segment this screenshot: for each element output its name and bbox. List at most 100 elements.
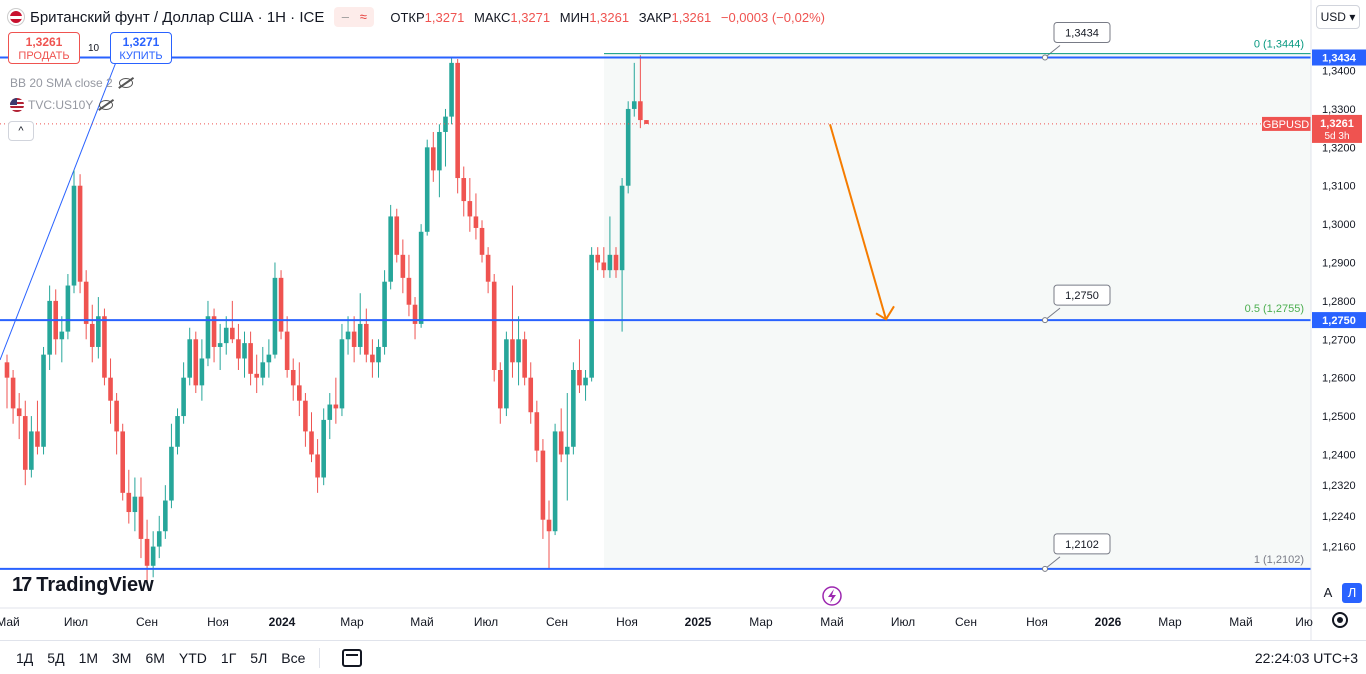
candle-body [345,331,351,340]
candle [497,362,503,424]
range-ytd-button[interactable]: YTD [178,649,207,666]
range-3m-button[interactable]: 3М [112,649,132,666]
candle-body [619,185,625,271]
clock[interactable]: 22:24:03 UTC+3 [1254,649,1358,666]
price-tick-label: 1,2160 [1322,542,1356,554]
time-tick-label: Ноя [1026,615,1048,629]
chart-legend: Британский фунт / Доллар США · 1Н · ICE … [8,6,831,28]
projection-arrow[interactable] [829,124,887,320]
candle [595,247,601,271]
range-5d-button[interactable]: 5Д [47,649,65,666]
candle-body [400,254,406,278]
candle-body [388,216,393,282]
candle [65,274,71,340]
candle [455,59,460,194]
candle-body [510,339,515,363]
buy-button[interactable]: 1,3271 КУПИТЬ [110,32,172,64]
calendar-icon[interactable] [342,648,363,667]
candle [266,339,272,378]
anchor-point[interactable] [1042,54,1048,61]
log-scale-button[interactable]: Л [1342,583,1362,603]
spread-value: 10 [88,43,100,54]
fib-level-label: 1 (1,2102) [1254,554,1304,566]
candle [77,174,83,294]
candle [71,170,77,294]
hidden-eye-icon[interactable] [99,100,114,110]
candle [437,124,442,198]
time-axis[interactable]: Май Июл Сен Ноя 2024 Мар Май Июл Сен Ноя 2025 Мар Ма… [0,615,1313,629]
sell-label: ПРОДАТЬ [18,50,70,62]
candle [607,216,613,278]
candle-body [254,373,259,378]
collapse-legend-button[interactable]: ^ [8,121,34,141]
candle [370,339,375,378]
time-tick-label: Май [410,615,434,629]
trend-line[interactable] [0,56,119,361]
candle [473,193,479,240]
range-1m-button[interactable]: 1М [78,649,99,666]
candle [571,362,576,455]
candle [431,131,436,182]
candle [169,423,174,509]
candle [102,308,107,386]
lightning-bolt [828,589,836,603]
candle [22,400,28,486]
indicator-bb[interactable]: BB 20 SMA close 2 [10,76,133,90]
range-all-button[interactable]: Все [281,649,306,666]
candle [461,166,467,217]
candle [315,439,320,493]
auto-scale-button[interactable]: A [1323,585,1333,600]
candle-body [77,185,83,282]
buy-label: КУПИТЬ [119,50,163,62]
fib-level-label: 0.5 (1,2755) [1245,303,1304,315]
candle [309,412,314,463]
tradingview-logo[interactable]: 17 TradingView [12,574,154,597]
candle [272,262,278,359]
candle [504,331,509,417]
time-tick-label: 2024 [269,615,296,629]
market-status-badge[interactable]: – ≈ [334,7,375,27]
indicator-us10y[interactable]: TVC:US10Y [10,98,114,112]
candle [35,400,40,455]
price-callout-box [1053,284,1111,306]
currency-select[interactable]: USD ▾ [1316,5,1360,29]
settings-icon[interactable] [1332,612,1348,628]
symbol-title[interactable]: Британский фунт / Доллар США · 1Н · ICE [30,8,325,26]
candle-body [211,316,217,347]
axis-price-tag[interactable] [1312,312,1366,329]
candle-body [315,454,320,478]
high-label: МАКС [474,9,511,25]
range-1d-button[interactable]: 1Д [16,649,34,666]
price-tick-label: 1,2240 [1322,511,1356,523]
candle-body [266,354,272,363]
candle-body [10,377,16,409]
event-marker[interactable] [822,586,842,606]
anchor-point[interactable] [1042,317,1048,324]
candle [418,224,424,328]
candle [364,308,369,363]
candle-body [126,492,132,513]
candle [449,57,454,125]
candle [382,270,387,355]
range-6m-button[interactable]: 6М [145,649,165,666]
candle-body [558,431,564,455]
candle-body [613,254,619,271]
candle [187,327,192,386]
candle [491,274,497,382]
axis-price-tag[interactable] [1312,49,1366,66]
price-axis[interactable]: 1,3400 1,3300 1,3200 1,3100 1,3000 1,2900 1,28… [1312,49,1366,554]
range-5y-button[interactable]: 5Л [250,649,268,666]
anchor-point[interactable] [1042,565,1048,572]
candle [589,247,594,382]
sell-button[interactable]: 1,3261 ПРОДАТЬ [8,32,80,64]
candle [284,316,290,378]
time-tick-label: Сен [136,615,158,629]
candle-body [564,446,570,455]
low-label: МИН [559,9,590,25]
price-callout-leader [1044,307,1061,321]
hidden-eye-icon[interactable] [118,78,133,88]
price-tick-label: 1,3300 [1322,104,1356,116]
price-tick-label: 1,2900 [1322,258,1356,270]
range-1y-button[interactable]: 1Г [220,649,237,666]
